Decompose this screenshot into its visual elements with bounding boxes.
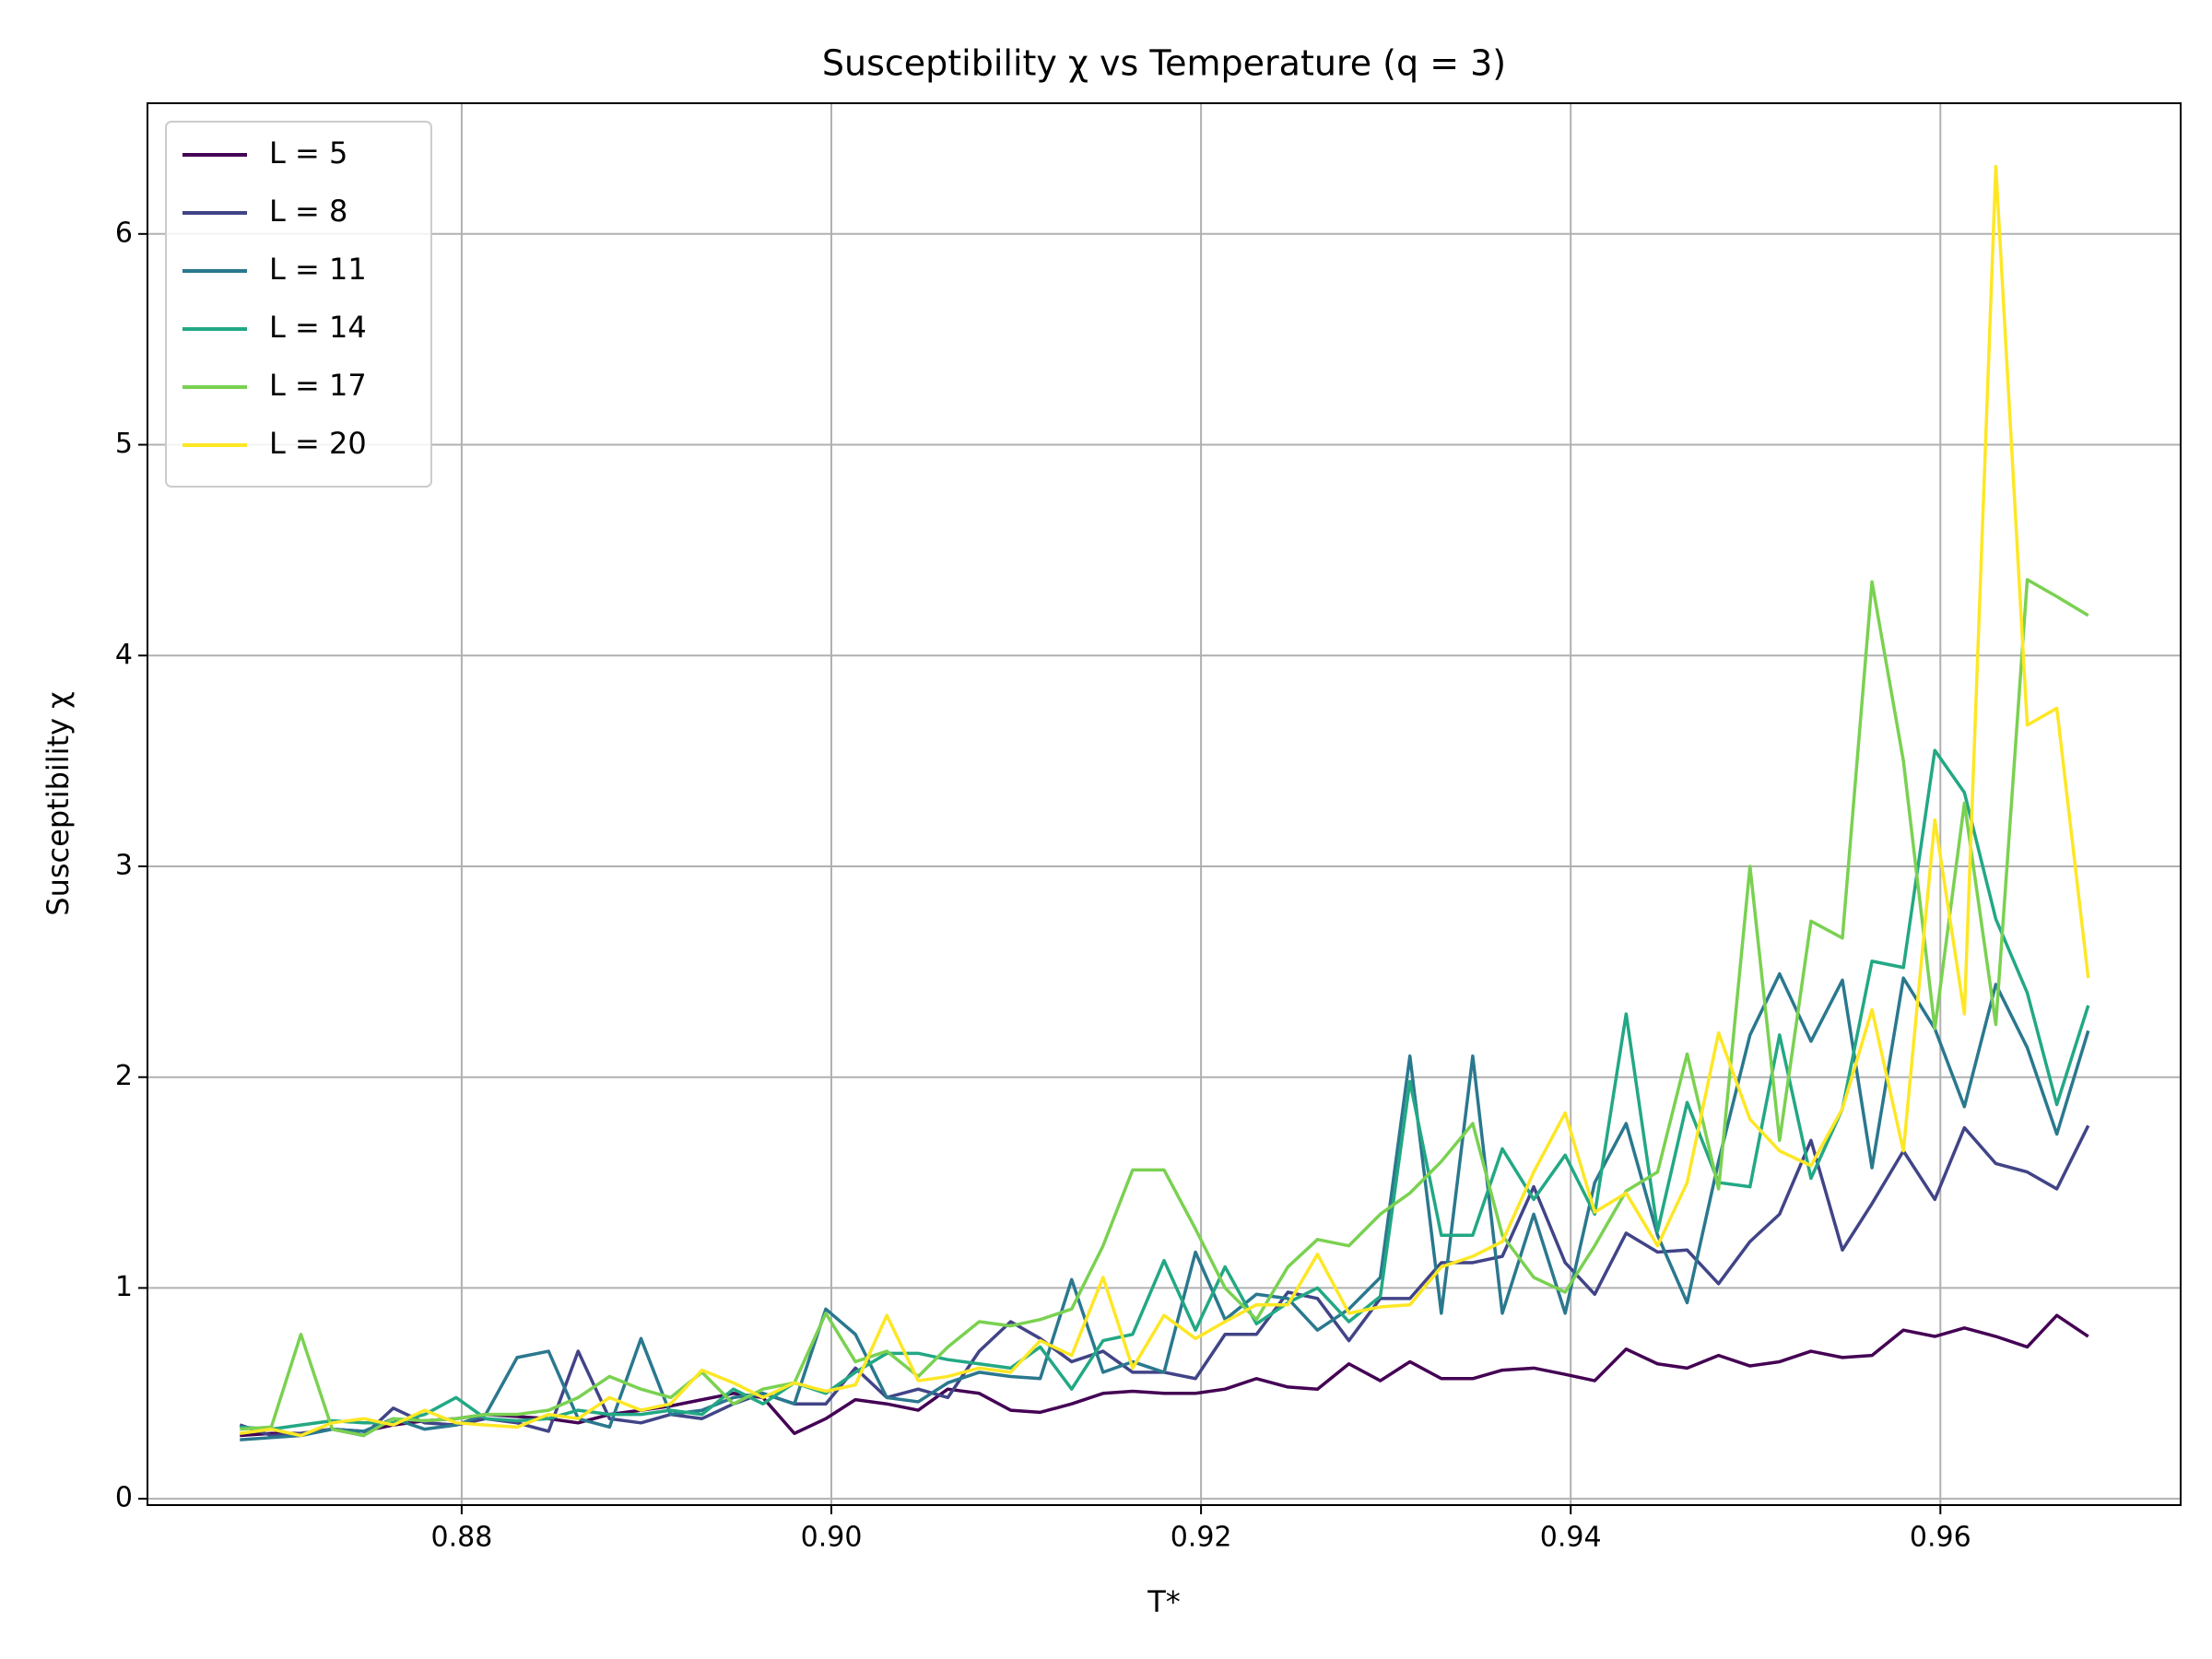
legend-label: L = 17: [269, 368, 367, 403]
legend: L = 5 L = 8 L = 11 L = 14 L = 17 L = 20: [165, 121, 432, 488]
x-tick-label: 0.92: [1171, 1522, 1232, 1554]
series-line: [240, 1313, 2089, 1438]
y-tick-label: 3: [115, 849, 133, 881]
plot-frame: [147, 102, 2182, 1506]
x-tick-label: 0.90: [801, 1522, 863, 1554]
y-tick-label: 0: [115, 1482, 133, 1514]
legend-label: L = 8: [269, 194, 347, 229]
y-axis-label: Susceptibility χ: [41, 691, 76, 915]
y-tick-label: 1: [115, 1271, 133, 1303]
y-tick-label: 5: [115, 428, 133, 460]
legend-label: L = 5: [269, 135, 347, 171]
legend-label: L = 11: [269, 252, 367, 287]
series-line: [240, 578, 2089, 1438]
legend-label: L = 14: [269, 310, 367, 345]
series-line: [240, 971, 2090, 1441]
series-line: [240, 164, 2090, 1438]
y-tick-label: 2: [115, 1060, 133, 1092]
y-tick-label: 4: [115, 639, 133, 671]
x-tick-label: 0.88: [431, 1522, 493, 1554]
series-line: [240, 748, 2090, 1431]
legend-label: L = 20: [269, 426, 367, 461]
y-tick-label: 6: [115, 217, 133, 249]
x-axis-label: T*: [1147, 1584, 1181, 1619]
x-tick-label: 0.96: [1910, 1522, 1971, 1554]
chart-title: Susceptibility χ vs Temperature (q = 3): [822, 43, 1506, 84]
x-tick-label: 0.94: [1540, 1522, 1602, 1554]
